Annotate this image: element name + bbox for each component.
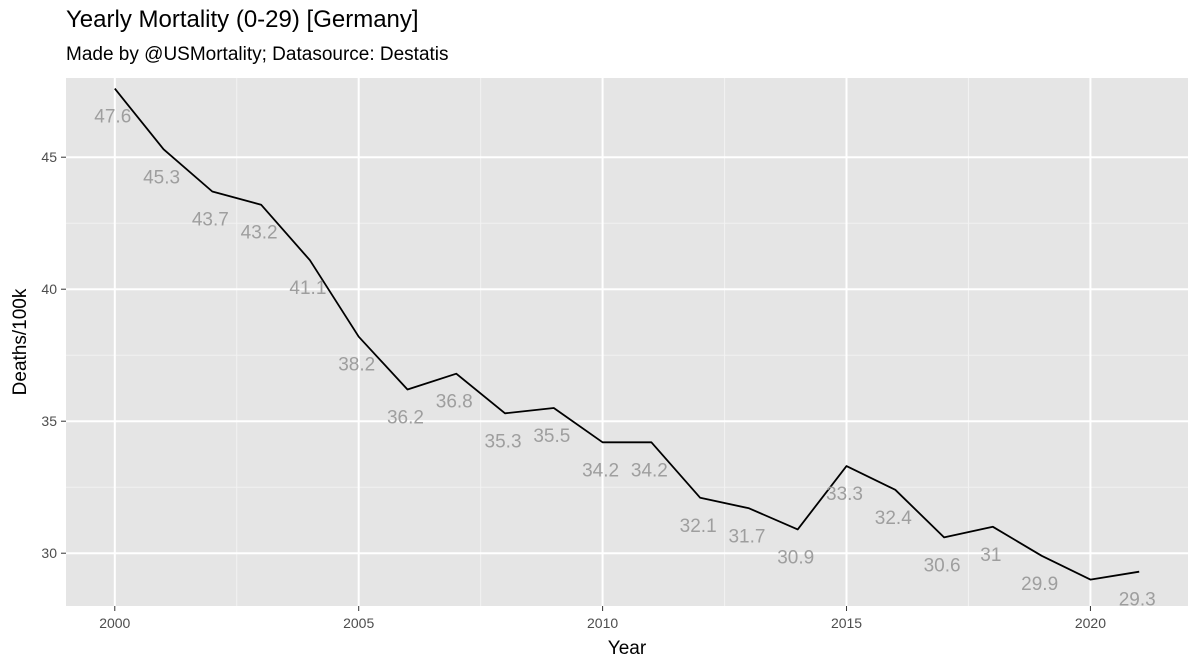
data-label: 31.7 (728, 526, 765, 547)
data-label: 38.2 (338, 355, 375, 376)
data-label: 36.8 (436, 392, 473, 413)
data-label: 43.2 (241, 223, 278, 244)
data-label: 34.2 (582, 460, 619, 481)
point-labels: 47.6 45.3 43.7 43.2 41.1 38.2 36.2 36.8 35.3 35.5… (94, 107, 1156, 611)
data-label: 35.5 (533, 426, 570, 447)
chart-subtitle: Made by @USMortality; Datasource: Destat… (66, 44, 449, 65)
minor-gridlines (66, 78, 1188, 606)
chart-title: Yearly Mortality (0-29) [Germany] (66, 6, 419, 33)
data-label: 29.9 (1021, 574, 1058, 595)
data-label: 32.1 (680, 516, 717, 537)
y-tick-label: 30 (41, 545, 57, 561)
data-label: 30.9 (777, 547, 814, 568)
plot-panel (66, 78, 1188, 606)
major-gridlines (66, 78, 1188, 606)
series-group (114, 88, 1140, 581)
data-label: 41.1 (289, 278, 326, 299)
data-label: 45.3 (143, 167, 180, 188)
x-tick-label: 2000 (99, 615, 130, 631)
y-tick-label: 45 (41, 149, 57, 165)
x-tick-label: 2005 (343, 615, 374, 631)
x-tick-label: 2015 (831, 615, 862, 631)
data-label: 29.3 (1119, 590, 1156, 611)
data-label: 32.4 (875, 508, 912, 529)
data-label: 31 (980, 545, 1001, 566)
y-tick-label: 35 (41, 413, 57, 429)
x-tick-label: 2010 (587, 615, 618, 631)
x-tick-label: 2020 (1075, 615, 1106, 631)
x-axis-title: Year (608, 638, 647, 659)
data-label: 43.7 (192, 210, 229, 231)
data-label: 34.2 (631, 460, 668, 481)
data-label: 35.3 (485, 431, 522, 452)
y-axis-tick-labels: 30 35 40 45 (41, 149, 57, 561)
series-line (114, 88, 1140, 581)
data-label: 47.6 (94, 107, 131, 128)
data-label: 33.3 (826, 484, 863, 505)
x-axis-tick-labels: 2000 2005 2010 2015 2020 (99, 615, 1106, 631)
data-label: 36.2 (387, 408, 424, 429)
axis-ticks (61, 156, 1091, 611)
y-axis-title: Deaths/100k (10, 288, 31, 395)
data-label: 30.6 (924, 555, 961, 576)
y-tick-label: 40 (41, 281, 57, 297)
